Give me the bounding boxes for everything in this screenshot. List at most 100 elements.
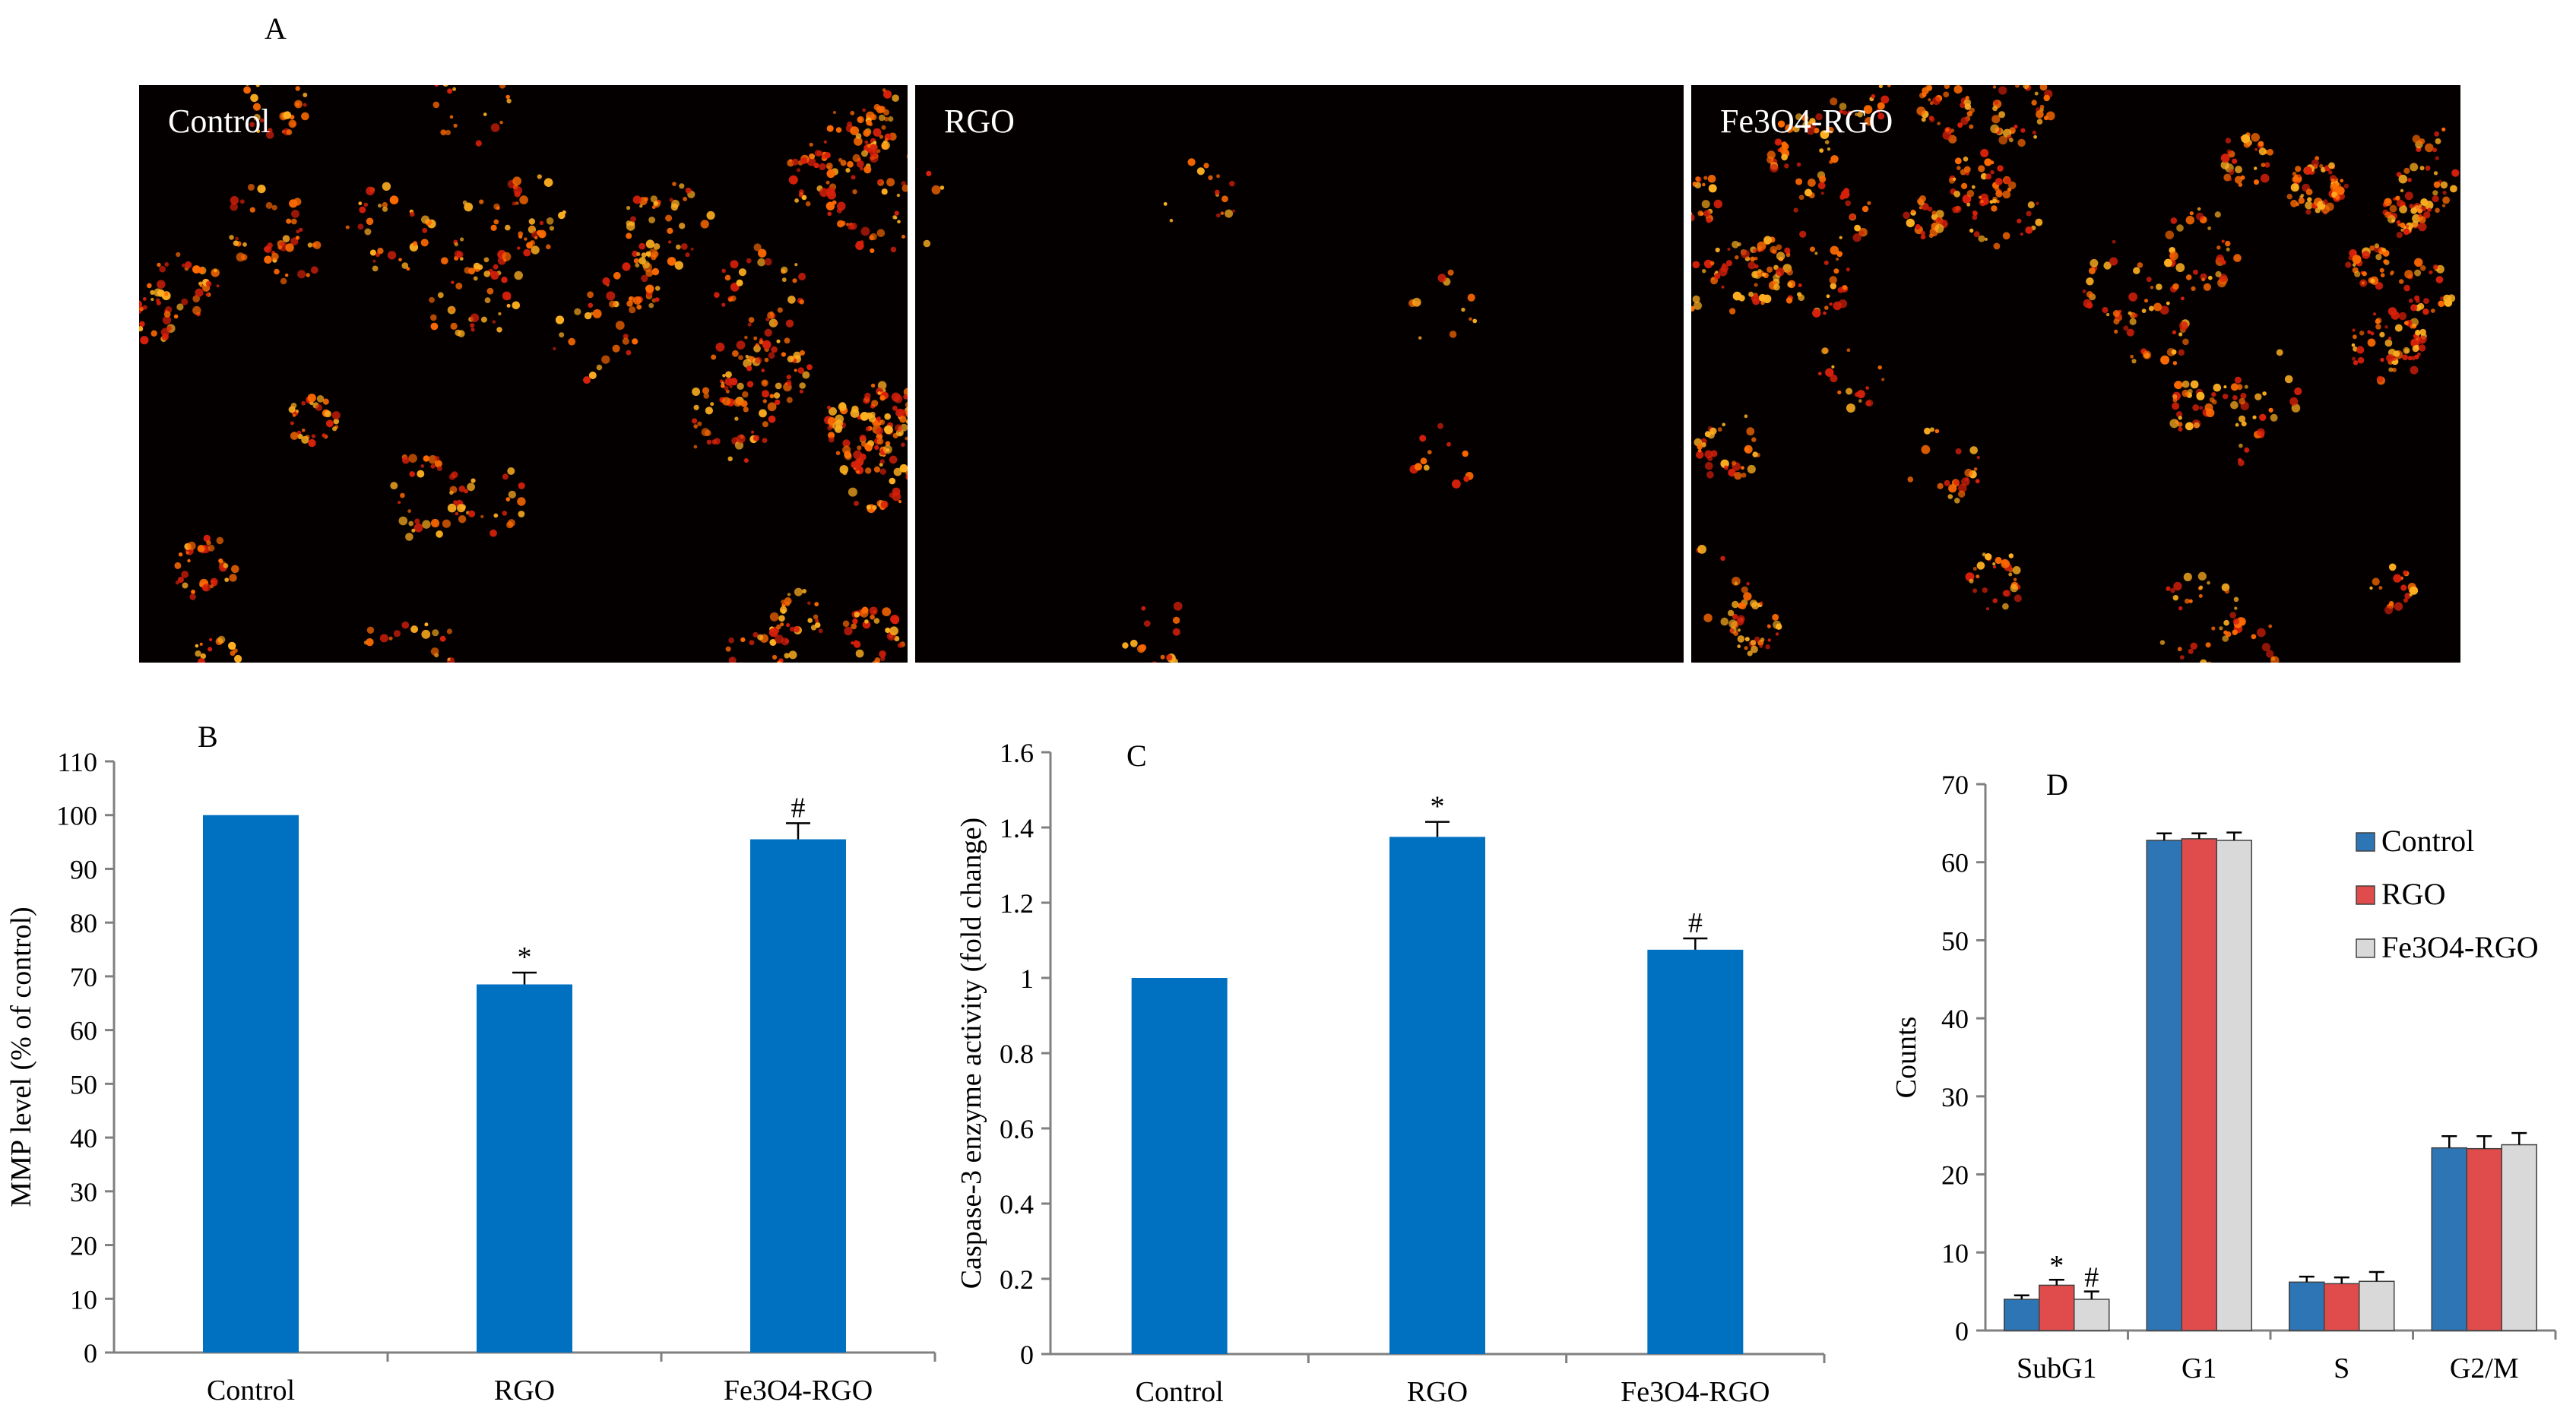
fluorescent-spot — [2430, 308, 2435, 313]
fluorescent-spot — [295, 410, 299, 413]
fluorescent-spot — [860, 609, 869, 618]
y-tick-label: 0.2 — [1000, 1264, 1034, 1295]
fluorescent-spot — [2179, 655, 2185, 660]
fluorescent-spot — [1787, 282, 1793, 287]
fluorescent-spot — [653, 243, 661, 250]
fluorescent-spot — [2410, 324, 2414, 329]
fluorescent-spot — [839, 465, 849, 474]
fluorescent-spot — [1137, 644, 1145, 653]
fluorescent-spot — [2298, 174, 2301, 178]
fluorescent-spot — [401, 621, 410, 629]
fluorescent-spot — [2112, 310, 2120, 317]
fluorescent-spot — [409, 471, 415, 477]
fluorescent-spot — [209, 584, 214, 589]
fluorescent-spot — [2419, 166, 2425, 171]
fluorescent-spot — [234, 654, 242, 663]
fluorescent-spot — [328, 422, 333, 426]
fluorescent-spot — [157, 262, 161, 267]
fluorescent-spot — [229, 235, 234, 240]
fluorescent-spot — [1759, 601, 1763, 606]
fluorescent-spot — [162, 315, 172, 324]
fluorescent-spot — [1992, 565, 1997, 569]
fluorescent-spot — [2188, 599, 2193, 603]
fluorescent-spot — [768, 318, 778, 327]
fluorescent-spot — [881, 188, 888, 195]
fluorescent-spot — [2396, 220, 2401, 225]
fluorescent-spot — [1751, 645, 1758, 653]
fluorescent-spot — [187, 541, 196, 550]
fluorescent-spot — [181, 571, 189, 578]
fluorescent-spot — [1824, 140, 1830, 144]
fluorescent-spot — [602, 277, 610, 286]
fluorescent-spot — [2201, 277, 2205, 282]
fluorescent-spot — [249, 207, 255, 213]
fluorescent-spot — [734, 398, 743, 407]
fluorescent-spot — [2170, 587, 2175, 593]
y-tick-label: 20 — [70, 1231, 97, 1261]
fluorescent-spot — [1786, 268, 1793, 276]
fluorescent-spot — [901, 185, 908, 192]
fluorescent-spot — [2432, 147, 2438, 153]
fluorescent-spot — [2004, 177, 2011, 185]
fluorescent-spot — [2260, 173, 2270, 183]
fluorescent-spot — [267, 242, 273, 248]
fluorescent-spot — [622, 262, 631, 271]
fluorescent-spot — [2264, 162, 2270, 168]
fluorescent-spot — [2225, 138, 2232, 144]
fluorescent-spot — [893, 467, 902, 476]
fluorescent-spot — [2356, 346, 2365, 354]
fluorescent-spot — [1767, 638, 1771, 642]
fluorescent-spot — [728, 657, 737, 663]
fluorescent-spot — [863, 166, 872, 174]
panel-letter-a: A — [265, 11, 287, 46]
fluorescent-spot — [1728, 468, 1736, 477]
fluorescent-spot — [2244, 384, 2248, 389]
fluorescent-spot — [668, 240, 672, 244]
fluorescent-spot — [1817, 182, 1826, 190]
fluorescent-spot — [176, 303, 184, 311]
fluorescent-spot — [835, 426, 842, 433]
fluorescent-spot — [534, 236, 538, 240]
fluorescent-spot — [301, 435, 309, 444]
fluorescent-spot — [434, 460, 442, 468]
y-tick-label: 80 — [70, 908, 97, 938]
fluorescent-spot — [1452, 479, 1461, 489]
fluorescent-spot — [2340, 179, 2343, 183]
legend-swatch — [2356, 938, 2375, 958]
fluorescent-spot — [852, 618, 858, 625]
fluorescent-spot — [285, 243, 294, 252]
fluorescent-spot — [303, 103, 307, 107]
fluorescent-spot — [2398, 312, 2407, 321]
fluorescent-spot — [1781, 153, 1788, 161]
fluorescent-spot — [2131, 359, 2137, 364]
fluorescent-spot — [217, 635, 226, 644]
fluorescent-spot — [630, 216, 636, 223]
fluorescent-spot — [198, 658, 205, 663]
fluorescent-spot — [869, 235, 874, 241]
fluorescent-spot — [1846, 403, 1855, 413]
fluorescent-spot — [1706, 471, 1714, 479]
fluorescent-spot — [1744, 646, 1748, 650]
y-tick-label: 50 — [1941, 925, 1969, 956]
fluorescent-spot — [842, 620, 850, 628]
fluorescent-spot — [1825, 368, 1834, 377]
fluorescent-spot — [2221, 260, 2226, 265]
fluorescent-spot — [1761, 272, 1766, 277]
fluorescent-spot — [889, 455, 898, 464]
fluorescent-spot — [654, 297, 660, 302]
fluorescent-spot — [2328, 162, 2335, 169]
fluorescent-spot — [2391, 271, 2394, 274]
fluorescent-spot — [854, 612, 860, 618]
fluorescent-spot — [1692, 261, 1700, 269]
fluorescent-spot — [2407, 178, 2412, 182]
fluorescent-spot — [2389, 204, 2397, 213]
fluorescent-spot — [905, 473, 908, 480]
y-tick-label: 0 — [1955, 1316, 1969, 1346]
fluorescent-spot — [2010, 584, 2019, 593]
fluorescent-spot — [274, 268, 280, 275]
fluorescent-spot — [859, 435, 867, 441]
fluorescent-spot — [1833, 268, 1839, 274]
fluorescent-spot — [292, 413, 296, 417]
bar — [2074, 1299, 2110, 1331]
fluorescent-spot — [568, 337, 576, 346]
